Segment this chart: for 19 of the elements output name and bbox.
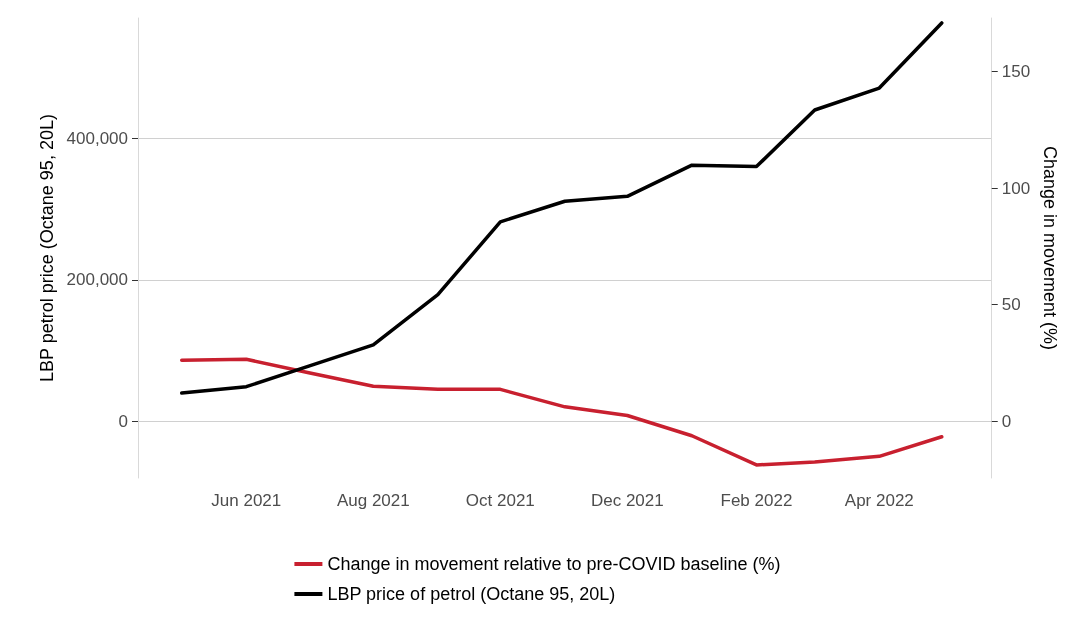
y2-axis-title: Change in movement (%) [1040,145,1060,351]
line-series [179,21,944,395]
legend-label: Change in movement relative to pre-COVID baseline (%) [327,554,781,574]
y-tick-label: 0 [118,411,128,431]
x-tick-label: Feb 2022 [720,491,793,510]
y2-tick-label: 150 [1001,61,1031,81]
y-tick-label: 400,000 [66,128,128,148]
y2-tick-label: 100 [1001,178,1031,198]
x-tick-label: Apr 2022 [844,491,914,510]
y2-tick-label: 50 [1001,295,1021,315]
y-tick-label: 200,000 [66,270,128,290]
x-tick-label: Aug 2021 [336,491,410,510]
line-series [179,357,944,467]
x-tick-label: Dec 2021 [590,491,664,510]
legend-label: LBP price of petrol (Octane 95, 20L) [327,584,616,604]
x-tick-label: Jun 2021 [211,491,282,510]
x-tick-label: Oct 2021 [465,491,535,510]
y2-tick-label: 0 [1001,411,1012,431]
y-axis-title: LBP petrol price (Octane 95, 20L) [36,114,57,382]
